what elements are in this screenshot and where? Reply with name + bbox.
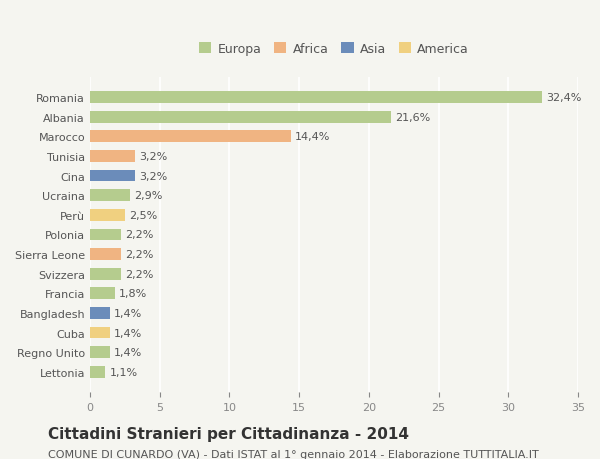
Bar bbox=[90, 190, 130, 202]
Text: 1,1%: 1,1% bbox=[110, 367, 137, 377]
Bar bbox=[90, 131, 291, 143]
Bar bbox=[90, 308, 110, 319]
Text: 1,4%: 1,4% bbox=[113, 347, 142, 358]
Text: COMUNE DI CUNARDO (VA) - Dati ISTAT al 1° gennaio 2014 - Elaborazione TUTTITALIA: COMUNE DI CUNARDO (VA) - Dati ISTAT al 1… bbox=[48, 449, 539, 459]
Text: Cittadini Stranieri per Cittadinanza - 2014: Cittadini Stranieri per Cittadinanza - 2… bbox=[48, 425, 409, 441]
Text: 1,4%: 1,4% bbox=[113, 308, 142, 318]
Text: 1,4%: 1,4% bbox=[113, 328, 142, 338]
Text: 21,6%: 21,6% bbox=[395, 112, 431, 123]
Bar bbox=[90, 327, 110, 339]
Text: 2,2%: 2,2% bbox=[125, 230, 153, 240]
Text: 3,2%: 3,2% bbox=[139, 171, 167, 181]
Bar bbox=[90, 347, 110, 358]
Text: 2,2%: 2,2% bbox=[125, 269, 153, 279]
Text: 2,2%: 2,2% bbox=[125, 250, 153, 259]
Bar bbox=[90, 249, 121, 260]
Bar bbox=[90, 92, 542, 104]
Text: 3,2%: 3,2% bbox=[139, 151, 167, 162]
Legend: Europa, Africa, Asia, America: Europa, Africa, Asia, America bbox=[199, 43, 469, 56]
Bar bbox=[90, 151, 134, 162]
Text: 14,4%: 14,4% bbox=[295, 132, 331, 142]
Text: 2,9%: 2,9% bbox=[134, 191, 163, 201]
Bar bbox=[90, 170, 134, 182]
Bar bbox=[90, 209, 125, 221]
Bar bbox=[90, 288, 115, 300]
Bar bbox=[90, 268, 121, 280]
Text: 2,5%: 2,5% bbox=[129, 210, 157, 220]
Text: 1,8%: 1,8% bbox=[119, 289, 148, 299]
Bar bbox=[90, 366, 106, 378]
Text: 32,4%: 32,4% bbox=[546, 93, 581, 103]
Bar bbox=[90, 229, 121, 241]
Bar bbox=[90, 112, 391, 123]
